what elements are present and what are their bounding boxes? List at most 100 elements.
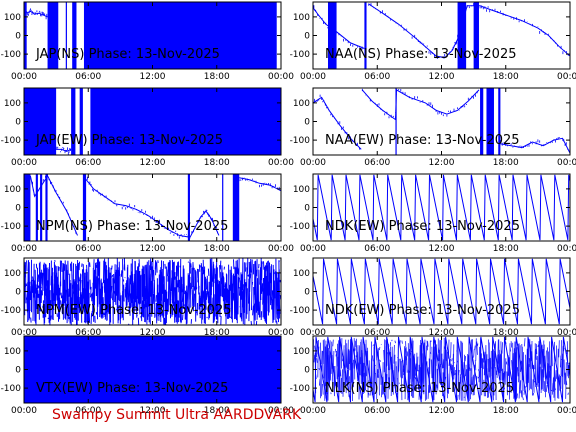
y-tick-label: 0 xyxy=(15,288,21,298)
trace-jitter xyxy=(55,146,71,155)
noise-band xyxy=(35,174,38,241)
panel-title: JAP(NS) Phase: 13-Nov-2025 xyxy=(35,47,220,62)
y-tick-label: 100 xyxy=(293,347,310,357)
x-tick-label: 00:00 xyxy=(300,158,326,168)
y-tick-label: -100 xyxy=(1,222,22,232)
x-tick-label: 00:00 xyxy=(268,244,294,254)
chart-panel-3: 100 0 -100 00:00 06:00 12:00 18:00 00:00 JAP(EW)… xyxy=(1,87,294,168)
noise-band xyxy=(24,88,57,155)
phase-trace xyxy=(26,10,48,18)
noise-band xyxy=(72,2,77,69)
x-tick-label: 18:00 xyxy=(493,72,519,82)
x-tick-label: 18:00 xyxy=(493,158,519,168)
x-tick-label: 18:00 xyxy=(493,406,519,416)
x-tick-label: 00:00 xyxy=(557,158,576,168)
x-tick-label: 18:00 xyxy=(204,158,230,168)
chart-panel-6: 100 0 -100 00:00 06:00 12:00 18:00 00:00 NDK(EW)… xyxy=(290,173,576,254)
y-tick-label: -100 xyxy=(290,384,311,394)
noise-band xyxy=(457,2,467,69)
noise-band xyxy=(480,88,484,155)
x-tick-label: 06:00 xyxy=(75,328,101,338)
chart-panel-7: 100 0 -100 00:00 06:00 12:00 18:00 00:00 NPM(EW)… xyxy=(1,257,294,338)
x-tick-label: 06:00 xyxy=(364,328,390,338)
y-tick-label: 0 xyxy=(304,32,310,42)
x-tick-label: 06:00 xyxy=(364,244,390,254)
y-tick-label: -100 xyxy=(290,50,311,60)
x-tick-label: 12:00 xyxy=(140,158,166,168)
noise-band xyxy=(47,2,59,69)
noise-band xyxy=(24,336,281,403)
x-tick-label: 06:00 xyxy=(75,244,101,254)
phase-sawtooth xyxy=(313,336,570,403)
x-tick-label: 18:00 xyxy=(204,72,230,82)
x-tick-label: 18:00 xyxy=(204,328,230,338)
noise-band xyxy=(473,2,479,69)
noise-band xyxy=(90,88,281,155)
panel-title: NAA(NS) Phase: 13-Nov-2025 xyxy=(325,47,516,62)
noise-band xyxy=(364,2,367,69)
phase-sawtooth xyxy=(313,174,570,241)
x-tick-label: 06:00 xyxy=(364,158,390,168)
y-tick-label: 100 xyxy=(4,185,21,195)
chart-panel-2: 100 0 -100 00:00 06:00 12:00 18:00 00:00 NAA(NS)… xyxy=(290,1,576,82)
x-tick-label: 06:00 xyxy=(364,406,390,416)
chart-panel-10: 100 0 -100 00:00 06:00 12:00 18:00 00:00 NLK(NS)… xyxy=(290,335,576,416)
trace-jitter xyxy=(313,88,570,151)
noise-band xyxy=(498,88,501,155)
x-tick-label: 12:00 xyxy=(429,244,455,254)
panel-title: NPM(EW) Phase: 13-Nov-2025 xyxy=(36,303,231,318)
x-tick-label: 00:00 xyxy=(11,158,37,168)
trace-jitter xyxy=(30,174,280,239)
trace-jitter xyxy=(313,3,569,59)
y-tick-label: -100 xyxy=(290,136,311,146)
x-tick-label: 00:00 xyxy=(557,328,576,338)
y-tick-label: 100 xyxy=(4,99,21,109)
plot-area xyxy=(24,88,281,155)
panel-title: NLK(NS) Phase: 13-Nov-2025 xyxy=(325,381,514,396)
y-tick-label: 0 xyxy=(304,118,310,128)
footer-label: Swampy Summit Ultra AARDDVARK xyxy=(52,407,302,423)
noise-band xyxy=(71,88,76,155)
panel-title: JAP(EW) Phase: 13-Nov-2025 xyxy=(35,133,223,148)
chart-panel-5: 100 0 -100 00:00 06:00 12:00 18:00 00:00 NPM(NS)… xyxy=(1,173,294,254)
x-tick-label: 06:00 xyxy=(364,72,390,82)
x-tick-label: 00:00 xyxy=(11,328,37,338)
noise-band xyxy=(83,2,277,69)
x-tick-label: 00:00 xyxy=(557,244,576,254)
x-tick-label: 12:00 xyxy=(429,328,455,338)
panel-title: NPM(NS) Phase: 13-Nov-2025 xyxy=(36,219,228,234)
x-tick-label: 00:00 xyxy=(557,72,576,82)
x-tick-label: 00:00 xyxy=(11,72,37,82)
chart-panel-9: 100 0 -100 00:00 06:00 12:00 18:00 00:00 VTX(EW)… xyxy=(1,335,294,416)
trace-jitter xyxy=(26,8,48,20)
noise-band xyxy=(45,174,48,241)
phase-sawtooth xyxy=(313,258,570,325)
y-tick-label: 100 xyxy=(293,99,310,109)
y-tick-label: 100 xyxy=(4,269,21,279)
y-tick-label: 100 xyxy=(293,269,310,279)
x-tick-label: 12:00 xyxy=(140,72,166,82)
x-tick-label: 06:00 xyxy=(75,72,101,82)
y-tick-label: 100 xyxy=(293,13,310,23)
plot-area xyxy=(24,2,277,69)
panel-title: NDK(EW) Phase: 13-Nov-2025 xyxy=(325,219,520,234)
y-tick-label: -100 xyxy=(1,136,22,146)
x-tick-label: 00:00 xyxy=(11,406,37,416)
x-tick-label: 00:00 xyxy=(268,158,294,168)
x-tick-label: 00:00 xyxy=(557,406,576,416)
y-tick-label: -100 xyxy=(1,384,22,394)
x-tick-label: 00:00 xyxy=(300,406,326,416)
x-tick-label: 18:00 xyxy=(493,244,519,254)
chart-panel-4: 100 0 -100 00:00 06:00 12:00 18:00 00:00 NAA(EW)… xyxy=(290,87,576,168)
x-tick-label: 00:00 xyxy=(300,72,326,82)
noise-band xyxy=(222,174,224,241)
x-tick-label: 00:00 xyxy=(268,72,294,82)
y-tick-label: 0 xyxy=(304,366,310,376)
phase-trace xyxy=(56,148,72,152)
y-tick-label: 0 xyxy=(304,204,310,214)
y-tick-label: -100 xyxy=(1,306,22,316)
x-tick-label: 12:00 xyxy=(429,158,455,168)
y-tick-label: 100 xyxy=(4,347,21,357)
plot-area xyxy=(313,258,570,325)
x-tick-label: 12:00 xyxy=(140,406,166,416)
